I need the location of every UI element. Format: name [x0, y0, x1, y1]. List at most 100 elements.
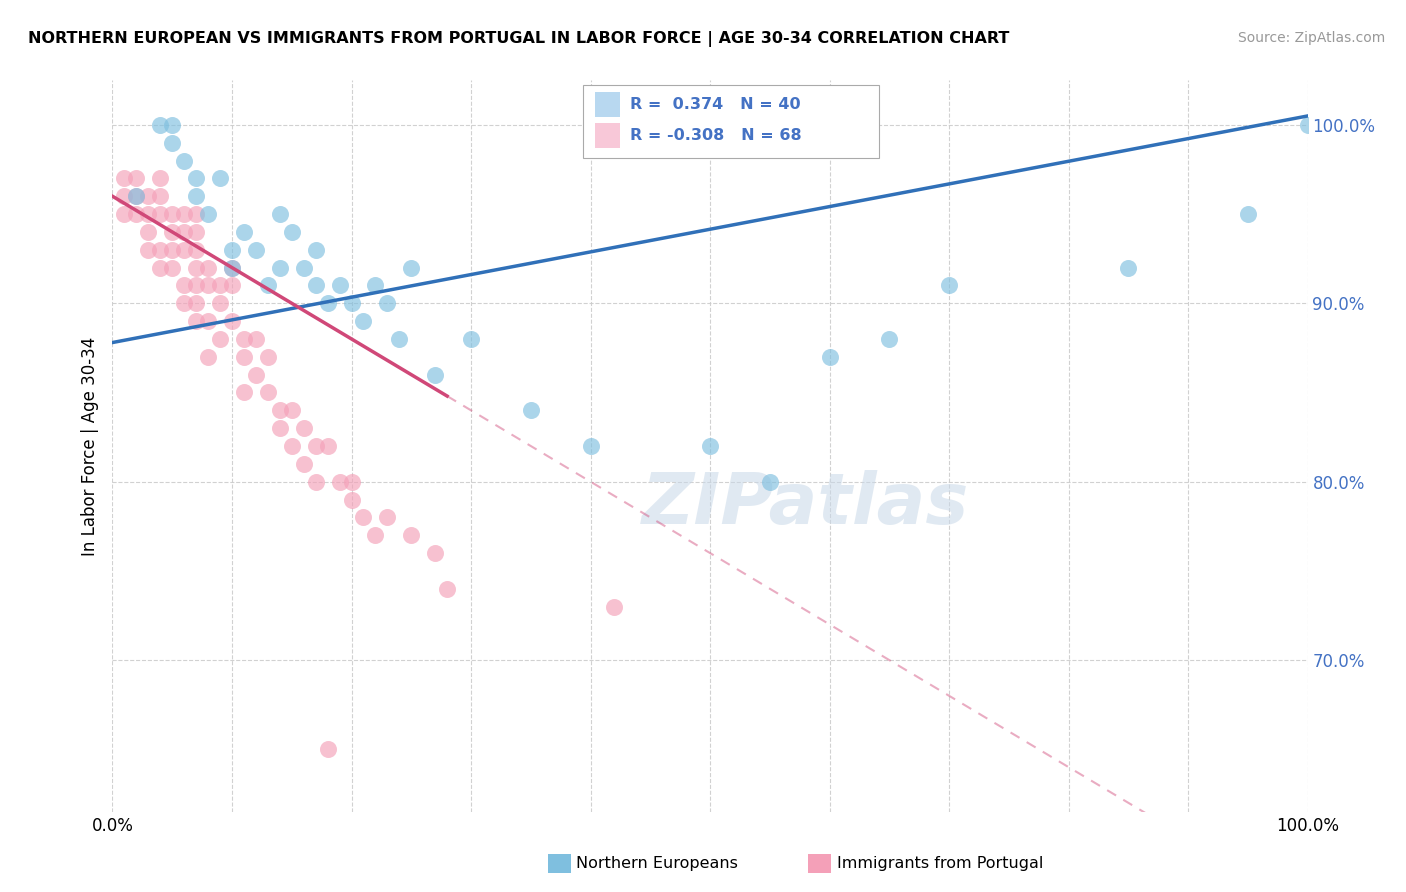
- Point: [340, 296, 363, 310]
- Text: Source: ZipAtlas.com: Source: ZipAtlas.com: [1237, 31, 1385, 45]
- Point: [209, 332, 232, 346]
- Point: [138, 243, 160, 257]
- Point: [149, 118, 172, 132]
- Point: [125, 207, 148, 221]
- Point: [186, 243, 208, 257]
- Point: [305, 243, 328, 257]
- Point: [186, 314, 208, 328]
- Point: [329, 475, 352, 489]
- Point: [221, 243, 243, 257]
- Point: [436, 582, 458, 596]
- Point: [114, 171, 135, 186]
- Point: [125, 189, 148, 203]
- Point: [186, 189, 208, 203]
- Point: [197, 207, 219, 221]
- Point: [162, 136, 183, 150]
- Point: [352, 314, 374, 328]
- Point: [149, 207, 172, 221]
- Point: [305, 439, 328, 453]
- Point: [149, 189, 172, 203]
- Point: [114, 189, 135, 203]
- Point: [197, 260, 219, 275]
- Point: [281, 439, 304, 453]
- Point: [149, 260, 172, 275]
- Point: [245, 332, 267, 346]
- Point: [209, 296, 232, 310]
- Point: [186, 225, 208, 239]
- Point: [292, 421, 315, 435]
- Point: [186, 296, 208, 310]
- Point: [209, 278, 232, 293]
- Point: [233, 350, 256, 364]
- Text: Northern Europeans: Northern Europeans: [576, 856, 738, 871]
- Point: [305, 475, 328, 489]
- Text: R = -0.308   N = 68: R = -0.308 N = 68: [630, 128, 801, 143]
- Point: [269, 260, 291, 275]
- Point: [197, 350, 219, 364]
- Point: [245, 368, 267, 382]
- Point: [340, 475, 363, 489]
- Point: [603, 599, 626, 614]
- Point: [173, 278, 195, 293]
- Point: [281, 403, 304, 417]
- Point: [377, 510, 399, 524]
- Point: [1237, 207, 1260, 221]
- Point: [149, 171, 172, 186]
- Text: Immigrants from Portugal: Immigrants from Portugal: [837, 856, 1043, 871]
- Point: [340, 492, 363, 507]
- Point: [186, 260, 208, 275]
- Point: [269, 403, 291, 417]
- Point: [162, 243, 183, 257]
- Point: [221, 314, 243, 328]
- Point: [699, 439, 721, 453]
- Point: [186, 171, 208, 186]
- Point: [316, 296, 339, 310]
- Point: [233, 225, 256, 239]
- Point: [186, 207, 208, 221]
- Text: ZIPatlas: ZIPatlas: [643, 470, 969, 539]
- Point: [377, 296, 399, 310]
- Point: [292, 457, 315, 471]
- Point: [114, 207, 135, 221]
- Point: [364, 528, 387, 542]
- Point: [759, 475, 782, 489]
- Point: [292, 260, 315, 275]
- Point: [149, 243, 172, 257]
- Point: [221, 260, 243, 275]
- Point: [257, 350, 280, 364]
- Point: [460, 332, 482, 346]
- Point: [520, 403, 543, 417]
- Point: [269, 421, 291, 435]
- Point: [818, 350, 841, 364]
- Text: R =  0.374   N = 40: R = 0.374 N = 40: [630, 97, 800, 112]
- Point: [173, 296, 195, 310]
- Point: [173, 243, 195, 257]
- Point: [257, 385, 280, 400]
- Point: [186, 278, 208, 293]
- Point: [197, 314, 219, 328]
- Point: [281, 225, 304, 239]
- Point: [579, 439, 602, 453]
- Point: [162, 260, 183, 275]
- Point: [221, 260, 243, 275]
- Point: [257, 278, 280, 293]
- Point: [138, 225, 160, 239]
- Point: [162, 207, 183, 221]
- Point: [125, 189, 148, 203]
- Point: [316, 742, 339, 756]
- Point: [305, 278, 328, 293]
- Point: [233, 385, 256, 400]
- Y-axis label: In Labor Force | Age 30-34: In Labor Force | Age 30-34: [80, 336, 98, 556]
- Point: [938, 278, 960, 293]
- Point: [173, 207, 195, 221]
- Point: [245, 243, 267, 257]
- Point: [125, 171, 148, 186]
- Point: [233, 332, 256, 346]
- Point: [401, 260, 423, 275]
- Point: [138, 189, 160, 203]
- Point: [269, 207, 291, 221]
- Point: [162, 225, 183, 239]
- Point: [316, 439, 339, 453]
- Point: [401, 528, 423, 542]
- Point: [425, 546, 447, 560]
